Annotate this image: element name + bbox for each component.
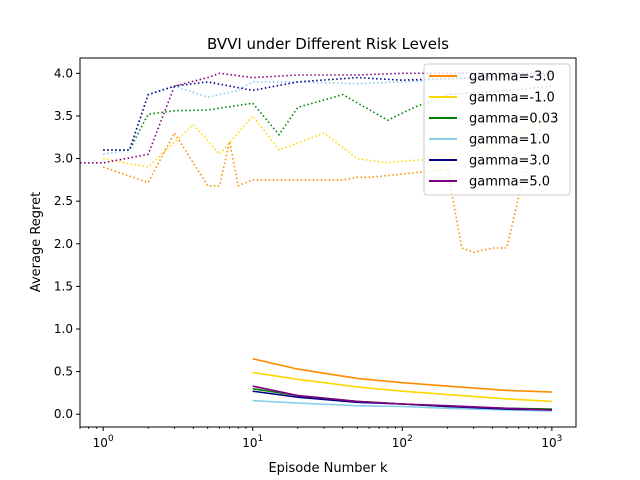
x-tick-label: 103 <box>541 434 562 450</box>
y-tick-label: 4.0 <box>54 66 73 80</box>
legend-label: gamma=-1.0 <box>469 91 555 106</box>
empirical-line-3 <box>103 74 552 156</box>
y-tick-label: 2.5 <box>54 194 73 208</box>
empirical-line-5 <box>80 72 552 164</box>
empirical-line-4 <box>103 74 552 151</box>
y-axis-label: Average Regret <box>29 192 44 292</box>
legend-label: gamma=5.0 <box>469 175 550 190</box>
y-tick-label: 1.0 <box>54 322 73 336</box>
legend-label: gamma=-3.0 <box>469 70 555 85</box>
bound-line-0 <box>252 358 552 393</box>
chart-title: BVVI under Different Risk Levels <box>207 35 449 53</box>
bound-line-1 <box>252 371 552 403</box>
series-0 <box>102 90 553 393</box>
plot-frame <box>79 57 577 428</box>
y-tick-label: 3.0 <box>54 152 73 166</box>
y-tick-label: 0.0 <box>54 407 73 421</box>
series-5 <box>80 72 552 411</box>
plot-lines <box>80 72 553 412</box>
x-tick-label: 102 <box>392 434 413 450</box>
y-tick-label: 1.5 <box>54 279 73 293</box>
x-tick-label: 101 <box>242 434 263 450</box>
bound-line-3 <box>252 399 552 412</box>
x-tick-label: 100 <box>93 434 114 450</box>
legend-box <box>423 63 571 196</box>
x-axis-label: Episode Number k <box>268 461 388 476</box>
y-tick-label: 3.5 <box>54 109 73 123</box>
legend: gamma=-3.0 gamma=-1.0 gamma=0.03 gamma=1.0 g… <box>423 63 571 196</box>
legend-label: gamma=3.0 <box>469 154 550 169</box>
legend-label: gamma=0.03 <box>469 112 558 127</box>
y-tick-label: 2.0 <box>54 237 73 251</box>
legend-label: gamma=1.0 <box>469 133 550 148</box>
x-axis: 100 101 102 103 <box>79 427 562 450</box>
y-tick-label: 0.5 <box>54 365 73 379</box>
bound-line-5 <box>252 385 552 411</box>
empirical-line-0 <box>102 90 553 254</box>
series-3 <box>103 74 552 412</box>
y-axis: 0.0 0.5 1.0 1.5 2.0 2.5 3.0 3.5 4.0 <box>54 66 80 421</box>
